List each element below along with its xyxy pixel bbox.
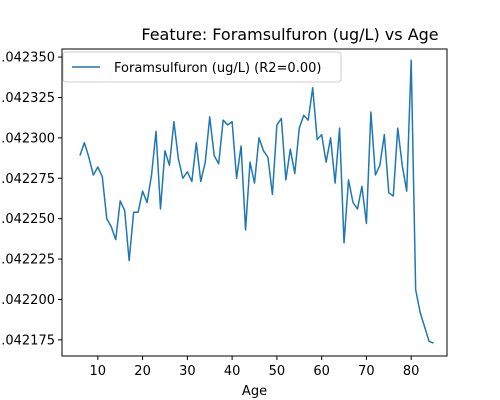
x-tick-label: 20 bbox=[134, 364, 151, 379]
y-tick-label: .042275 bbox=[1, 172, 55, 187]
y-tick-label: .042250 bbox=[1, 212, 55, 227]
y-tick-label: .042225 bbox=[1, 253, 55, 268]
x-axis-title: Age bbox=[242, 384, 267, 399]
x-tick-label: 10 bbox=[90, 364, 107, 379]
x-axis: 10 20 30 40 50 60 70 80 bbox=[90, 356, 420, 379]
x-tick-label: 60 bbox=[313, 364, 330, 379]
plot-frame bbox=[61, 48, 448, 357]
y-tick-label: .042325 bbox=[1, 91, 55, 106]
x-tick-label: 80 bbox=[403, 364, 420, 379]
x-tick-label: 30 bbox=[179, 364, 196, 379]
y-tick-label: .042175 bbox=[1, 333, 55, 348]
legend-box bbox=[62, 51, 342, 83]
x-tick-label: 40 bbox=[224, 364, 241, 379]
y-axis: .042175 .042200 .042225 .042250 .042275 .0423… bbox=[1, 51, 62, 348]
chart-title: Feature: Foramsulfuron (ug/L) vs Age bbox=[141, 25, 438, 44]
y-tick-label: .042300 bbox=[1, 131, 55, 146]
plot-area bbox=[61, 48, 448, 357]
y-tick-label: .042350 bbox=[1, 51, 55, 66]
legend: Foramsulfuron (ug/L) (R2=0.00) bbox=[62, 51, 342, 83]
x-tick-label: 70 bbox=[358, 364, 375, 379]
series-line-0 bbox=[79, 59, 434, 344]
legend-entry: Foramsulfuron (ug/L) (R2=0.00) bbox=[114, 61, 321, 76]
y-tick-label: .042200 bbox=[1, 293, 55, 308]
x-tick-label: 50 bbox=[269, 364, 286, 379]
